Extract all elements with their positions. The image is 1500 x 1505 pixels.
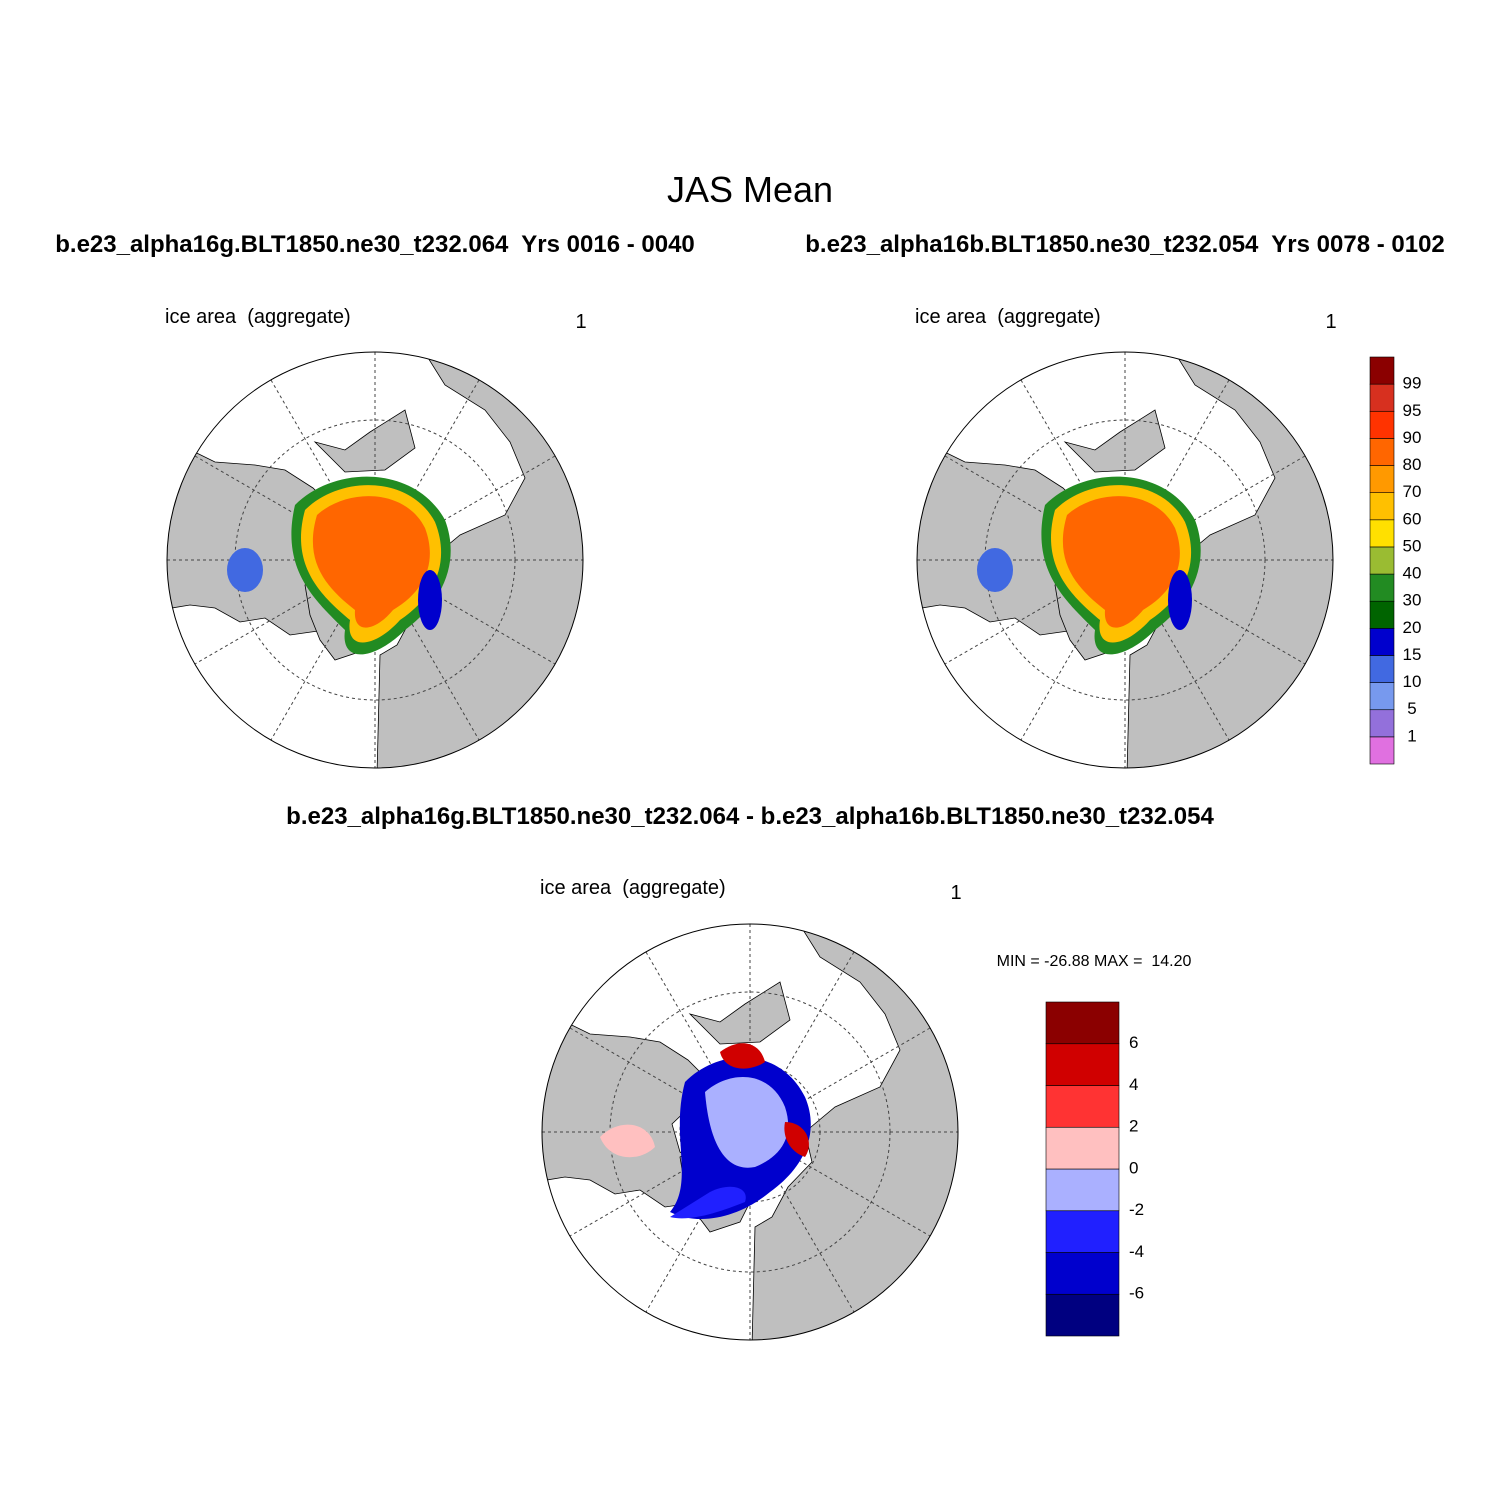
colorbar-box (1369, 383, 1395, 412)
colorbar-box (1369, 519, 1395, 548)
colorbar-box (1369, 410, 1395, 439)
map (910, 345, 1340, 775)
colorbar-box (1369, 628, 1395, 656)
colorbar-box (1369, 682, 1395, 711)
colorbar-label: 2 (1129, 1117, 1138, 1136)
panel-label: ice area (aggregate) (540, 877, 726, 899)
colorbar-label: 95 (1403, 401, 1422, 420)
panel-label: ice area (aggregate) (915, 306, 1101, 328)
colorbar-label: 70 (1403, 482, 1422, 501)
colorbar-box (1369, 600, 1395, 629)
colorbar-label: 90 (1403, 428, 1422, 447)
panel-label: ice area (aggregate) (165, 306, 351, 328)
panel-caption: b.e23_alpha16g.BLT1850.ne30_t232.064 - b… (286, 803, 1214, 830)
colorbar-box (1045, 1126, 1120, 1170)
stats: MIN = -26.88 MAX = 14.20 (997, 953, 1192, 970)
colorbar-box (1045, 1043, 1120, 1086)
colorbar-label: 50 (1403, 536, 1422, 555)
colorbar-label: 99 (1403, 374, 1422, 393)
colorbar-box (1045, 1085, 1120, 1128)
colorbar-box (1369, 465, 1395, 493)
colorbar-label: 20 (1403, 618, 1422, 637)
colorbar-label: 40 (1403, 564, 1422, 583)
colorbar-label: 5 (1407, 699, 1416, 718)
colorbar-label: 15 (1403, 645, 1422, 664)
colorbar-box (1045, 1252, 1120, 1295)
panel-label: 1 (950, 882, 961, 904)
colorbar-box (1045, 1293, 1120, 1337)
panel-caption: b.e23_alpha16g.BLT1850.ne30_t232.064 Yrs… (55, 231, 695, 258)
colorbar-label: 80 (1403, 455, 1422, 474)
colorbar-label: 4 (1129, 1075, 1138, 1094)
colorbar-label: 6 (1129, 1033, 1138, 1052)
colorbar-box (1369, 492, 1395, 521)
colorbar-label: 0 (1129, 1158, 1138, 1177)
panel-label: 1 (575, 311, 586, 333)
colorbar-box (1045, 1001, 1120, 1045)
colorbar-box (1369, 709, 1395, 738)
title: JAS Mean (667, 169, 833, 210)
panel-caption: b.e23_alpha16b.BLT1850.ne30_t232.054 Yrs… (805, 231, 1445, 258)
colorbar-box (1369, 546, 1395, 575)
colorbar-box (1045, 1168, 1120, 1212)
map (535, 917, 965, 1347)
map (160, 345, 590, 775)
colorbar-label: -2 (1129, 1200, 1144, 1219)
colorbar-box (1369, 736, 1395, 765)
colorbar-box (1369, 438, 1395, 466)
colorbar-box (1369, 356, 1395, 385)
colorbar-label: 30 (1403, 591, 1422, 610)
colorbar-label: -6 (1129, 1284, 1144, 1303)
panel-label: 1 (1325, 311, 1336, 333)
colorbar-label: 60 (1403, 509, 1422, 528)
colorbar-label: 1 (1407, 726, 1416, 745)
colorbar-box (1369, 655, 1395, 683)
colorbar-box (1369, 573, 1395, 602)
colorbar-label: -4 (1129, 1242, 1144, 1261)
colorbar-box (1045, 1210, 1120, 1253)
colorbar-label: 10 (1403, 672, 1422, 691)
